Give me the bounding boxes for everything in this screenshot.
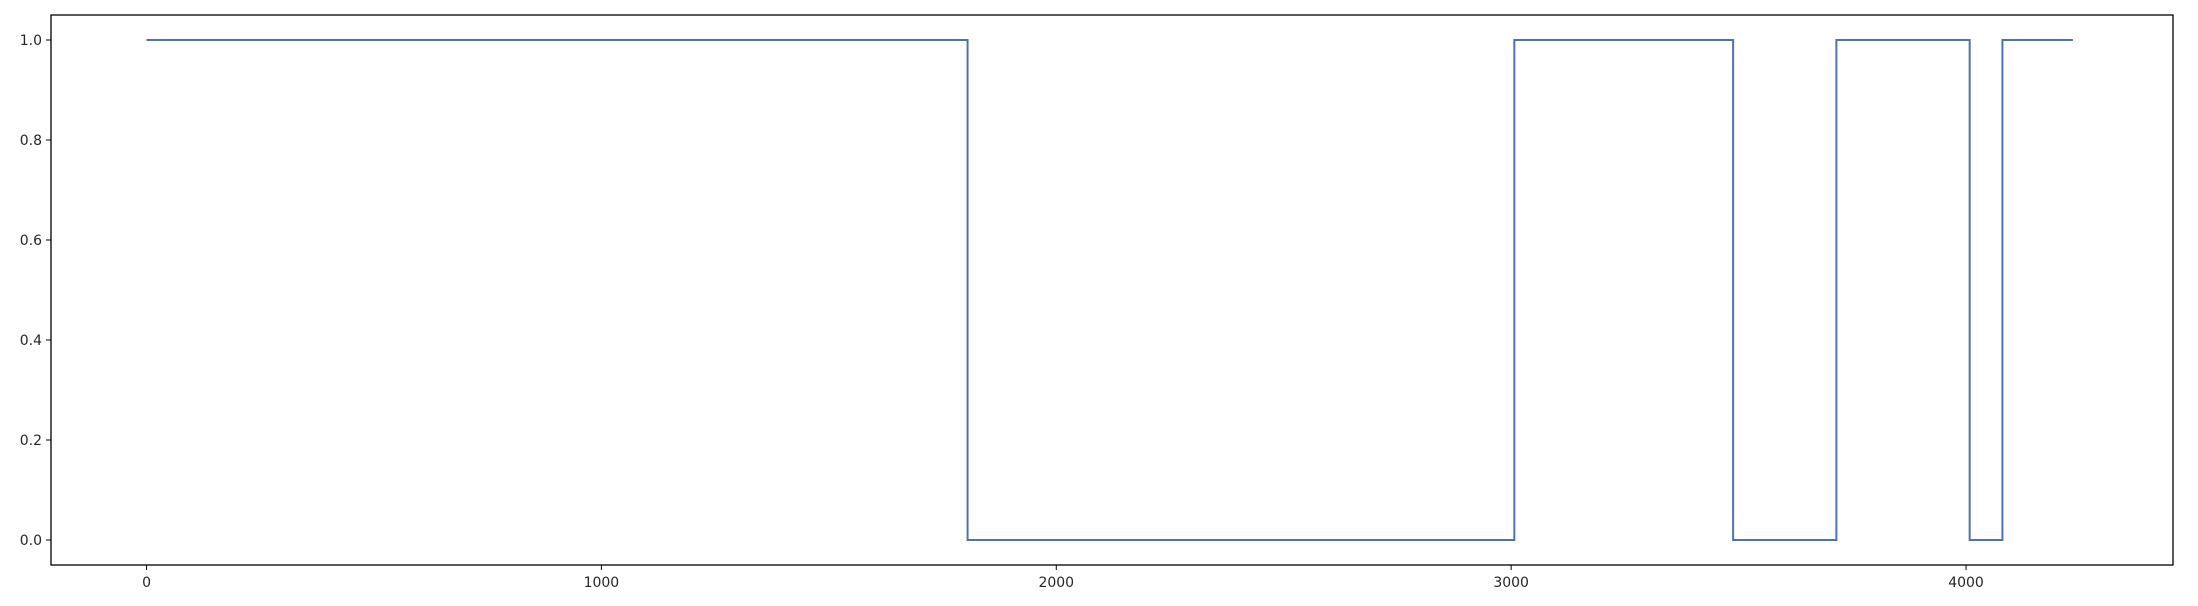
series-layer [146,39,2073,541]
x-axis: 0 1000 2000 3000 4000 [142,565,1984,591]
series-line [146,39,2073,541]
y-tick-label: 0.0 [20,533,42,549]
y-tick-label: 0.4 [20,333,42,349]
y-axis: 0.0 0.2 0.4 0.6 0.8 1.0 [20,33,51,549]
plot-background [51,15,2173,565]
y-tick-label: 1.0 [20,33,42,49]
y-tick-label: 0.6 [20,233,42,249]
x-tick-label: 1000 [584,575,620,591]
x-tick-label: 3000 [1493,575,1529,591]
y-tick-label: 0.8 [20,133,42,149]
x-tick-label: 0 [142,575,151,591]
x-tick-label: 4000 [1948,575,1984,591]
plot-frame [50,14,2174,566]
y-tick-label: 0.2 [20,433,42,449]
x-tick-label: 2000 [1038,575,1074,591]
